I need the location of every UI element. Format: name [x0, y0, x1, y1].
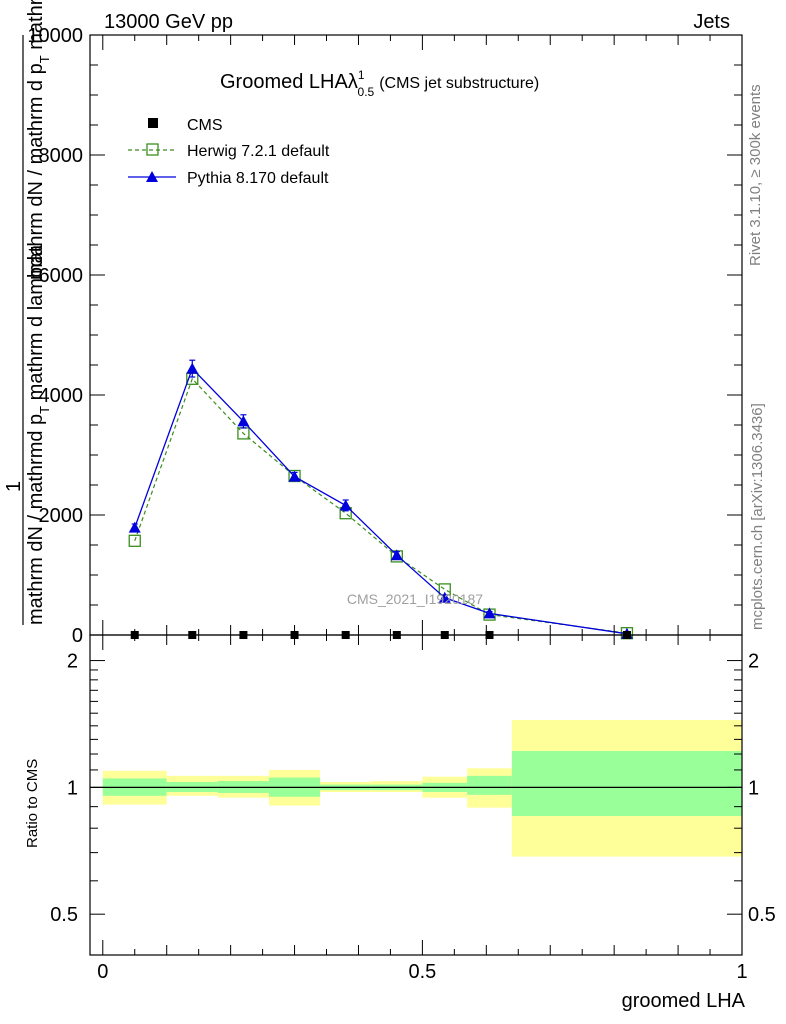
ratio-plot-panel: 0.5 0.5 1 1 2 2 0 0.5 1 Ratio to CMS groomed LHA [24, 634, 776, 1012]
energy-label: 13000 GeV pp [104, 11, 233, 33]
pythia-point [390, 549, 403, 561]
plot-title-note: (CMS jet substructure) [379, 75, 539, 92]
plot-title-sup: 1 [358, 68, 365, 82]
pythia-point [438, 591, 451, 603]
x-tick-label: 0 [97, 961, 108, 983]
x-tick-label: 0.5 [408, 961, 436, 983]
main-y-tick-label: 4000 [39, 385, 84, 407]
plot-title: Groomed LHAλ1 0.5 (CMS jet substructure) [220, 68, 539, 99]
rivet-label: Rivet 3.1.10, ≥ 300k events [747, 84, 764, 266]
x-tick-label: 1 [736, 961, 747, 983]
y-label-numerator: 1 [3, 481, 25, 492]
main-y-tick-label: 6000 [39, 265, 84, 287]
main-plot-panel: CMS_2021_I1920187 0 2000 4000 6000 8000 10000… [27, 25, 743, 647]
pythia-point [483, 607, 496, 619]
pythia-point [128, 521, 141, 533]
legend-pythia-marker [146, 171, 158, 182]
mcplots-label: mcplots.cern.ch [arXiv:1306.3436] [749, 403, 766, 630]
legend-cms-label: CMS [187, 117, 223, 134]
legend-herwig-marker [146, 143, 159, 156]
plot-title-symbol: λ [348, 71, 358, 93]
pythia-point [339, 499, 352, 511]
ratio-axis-ticks: 0.5 0.5 1 1 2 2 0 0.5 1 [50, 635, 776, 983]
herwig-point [128, 534, 141, 547]
legend-cms-marker [148, 118, 158, 128]
ratio-inner-band [511, 750, 742, 817]
main-y-tick-label: 0 [72, 625, 83, 647]
ratio-plot-frame [89, 634, 743, 956]
ratio-y-tick-label: 2 [67, 651, 78, 673]
y-label-denominator-sub: T [37, 406, 52, 414]
ratio-y-axis-label: Ratio to CMS [24, 759, 41, 848]
y-label-part2: mathrm d lambda [25, 0, 47, 55]
main-axis-ticks: 0 2000 4000 6000 8000 10000 [27, 25, 743, 647]
legend: CMS Herwig 7.2.1 default Pythia 8.170 de… [128, 117, 330, 187]
y-label-part1-main: mathrm dN / mathrm d p [25, 63, 47, 280]
legend-herwig-label: Herwig 7.2.1 default [187, 143, 330, 160]
ratio-y-tick-label-right: 2 [748, 651, 759, 673]
pythia-point [186, 362, 199, 374]
ratio-inner-band [467, 775, 512, 795]
ratio-plot-marks [90, 720, 742, 857]
y-label-denominator: mathrm dN / mathrmd pT mathrm d lambda [25, 244, 52, 625]
y-label-denominator-rest: mathrm d lambda [25, 244, 47, 406]
y-label-denominator-main: mathrm dN / mathrmd p [25, 414, 47, 625]
main-y-tick-label: 10000 [27, 25, 83, 47]
plot-title-text: Groomed LHA [220, 71, 348, 93]
ratio-y-tick-label: 0.5 [50, 904, 78, 926]
y-label-part1: mathrm dN / mathrm d pT mathrm d lambda [25, 0, 52, 280]
ratio-y-tick-label-right: 1 [748, 777, 759, 799]
x-axis-label: groomed LHA [622, 990, 746, 1012]
category-label: Jets [693, 11, 730, 33]
ratio-y-tick-label: 1 [67, 777, 78, 799]
ratio-y-tick-label-right: 0.5 [748, 904, 776, 926]
plot-title-sub: 0.5 [358, 85, 375, 99]
pythia-point [237, 415, 250, 427]
main-y-tick-label: 8000 [39, 145, 84, 167]
pythia-point [288, 470, 301, 482]
main-y-axis-label: 1 mathrm dN / mathrmd pT mathrm d lambda… [3, 0, 52, 625]
main-y-tick-label: 2000 [39, 505, 84, 527]
analysis-watermark: CMS_2021_I1920187 [347, 591, 483, 607]
y-label-part1-sub: T [37, 55, 52, 63]
legend-pythia-label: Pythia 8.170 default [187, 170, 329, 187]
herwig-line [134, 377, 628, 634]
